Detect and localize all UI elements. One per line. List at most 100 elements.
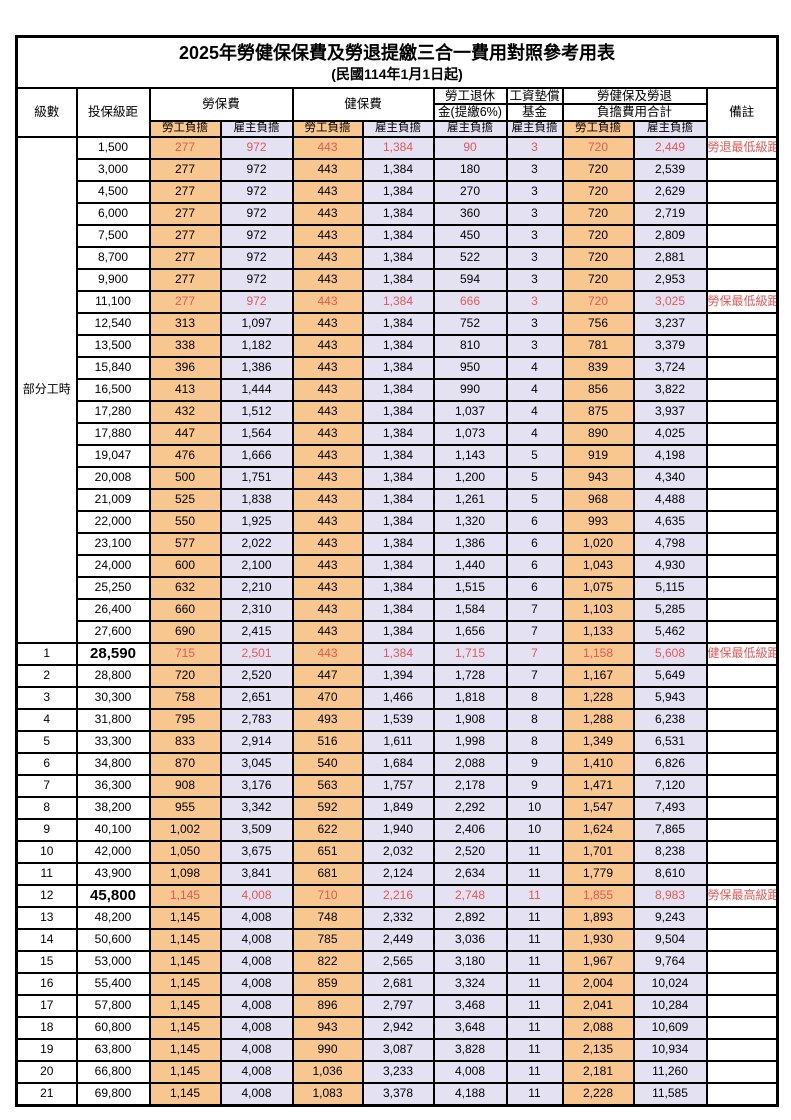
cell-bracket: 20,008 [75, 465, 151, 490]
table-row: 17,880 447 1,564 443 1,384 1,073 4 890 4,025 [17, 421, 779, 446]
cell-total-employee: 943 [561, 465, 635, 490]
cell-labor-employee: 277 [148, 267, 222, 292]
cell-wage-fund-employer: 7 [505, 619, 564, 644]
cell-bracket: 40,100 [75, 817, 151, 842]
cell-remark [705, 707, 779, 732]
cell-remark [705, 905, 779, 930]
cell-wage-fund-employer: 4 [505, 399, 564, 424]
cell-remark [705, 1081, 779, 1107]
cell-level: 1 [15, 641, 78, 666]
cell-pension-employer: 810 [432, 333, 508, 358]
cell-health-employee: 443 [291, 575, 364, 600]
cell-wage-fund-employer: 11 [505, 905, 564, 930]
cell-pension-employer: 950 [432, 355, 508, 380]
cell-wage-fund-employer: 3 [505, 245, 564, 270]
cell-health-employer: 1,384 [361, 553, 435, 578]
cell-labor-employee: 833 [148, 729, 222, 754]
cell-labor-employer: 4,008 [219, 927, 294, 952]
cell-labor-employee: 577 [148, 531, 222, 556]
cell-labor-employer: 4,008 [219, 905, 294, 930]
cell-level: 11 [15, 861, 78, 886]
cell-labor-employer: 972 [219, 201, 294, 226]
cell-labor-employer: 2,210 [219, 575, 294, 600]
cell-health-employee: 859 [291, 971, 364, 996]
cell-pension-employer: 1,143 [432, 443, 508, 468]
cell-total-employer: 4,340 [632, 465, 708, 490]
table-row: 18 60,800 1,145 4,008 943 2,942 3,648 11 2,088 10… [15, 1015, 779, 1040]
cell-remark [705, 509, 779, 534]
cell-total-employee: 1,410 [561, 751, 635, 776]
cell-pension-employer: 4,008 [432, 1059, 508, 1084]
table-row: 19,047 476 1,666 443 1,384 1,143 5 919 4,198 [17, 443, 779, 468]
cell-labor-employer: 1,182 [219, 333, 294, 358]
cell-level: 16 [15, 971, 78, 996]
cell-health-employer: 1,384 [361, 509, 435, 534]
cell-bracket: 15,840 [75, 355, 151, 380]
cell-labor-employer: 4,008 [219, 1037, 294, 1062]
cell-labor-employer: 972 [219, 289, 294, 314]
cell-remark: 勞保最低級距 [705, 289, 779, 314]
cell-wage-fund-employer: 6 [505, 531, 564, 556]
table-row: 9,900 277 972 443 1,384 594 3 720 2,953 [17, 267, 779, 292]
subheader-total-employee: 勞工負擔 [561, 119, 635, 138]
cell-pension-employer: 522 [432, 245, 508, 270]
cell-health-employer: 1,940 [361, 817, 435, 842]
cell-remark [705, 839, 779, 864]
cell-remark [705, 729, 779, 754]
cell-bracket: 11,100 [75, 289, 151, 314]
cell-labor-employee: 525 [148, 487, 222, 512]
cell-total-employee: 1,158 [561, 641, 635, 666]
cell-health-employee: 1,083 [291, 1081, 364, 1107]
table-row: 8,700 277 972 443 1,384 522 3 720 2,881 [17, 245, 779, 270]
cell-level: 14 [15, 927, 78, 952]
cell-labor-employer: 972 [219, 135, 294, 160]
cell-pension-employer: 594 [432, 267, 508, 292]
table-row: 17,280 432 1,512 443 1,384 1,037 4 875 3,937 [17, 399, 779, 424]
cell-pension-employer: 1,515 [432, 575, 508, 600]
cell-pension-employer: 4,188 [432, 1081, 508, 1107]
cell-health-employer: 1,384 [361, 399, 435, 424]
cell-pension-employer: 2,748 [432, 883, 508, 908]
cell-remark [705, 1037, 779, 1062]
fee-reference-table: 2025年勞健保保費及勞退提繳三合一費用對照參考用表 (民國114年1月1日起)… [15, 35, 780, 1107]
cell-total-employer: 2,809 [632, 223, 708, 248]
table-row: 4 31,800 795 2,783 493 1,539 1,908 8 1,288 6,238 [15, 707, 779, 732]
cell-wage-fund-employer: 11 [505, 949, 564, 974]
cell-labor-employer: 3,509 [219, 817, 294, 842]
cell-health-employee: 443 [291, 201, 364, 226]
cell-remark [705, 597, 779, 622]
cell-remark [705, 1059, 779, 1084]
cell-total-employer: 4,635 [632, 509, 708, 534]
cell-labor-employer: 2,501 [219, 641, 294, 666]
cell-wage-fund-employer: 8 [505, 707, 564, 732]
cell-bracket: 12,540 [75, 311, 151, 336]
cell-total-employee: 875 [561, 399, 635, 424]
cell-health-employer: 1,384 [361, 135, 435, 160]
cell-labor-employer: 2,914 [219, 729, 294, 754]
cell-bracket: 60,800 [75, 1015, 151, 1040]
cell-level: 19 [15, 1037, 78, 1062]
table-row: 24,000 600 2,100 443 1,384 1,440 6 1,043 4,930 [17, 553, 779, 578]
cell-total-employee: 720 [561, 135, 635, 160]
cell-health-employer: 2,681 [361, 971, 435, 996]
table-row: 6,000 277 972 443 1,384 360 3 720 2,719 [17, 201, 779, 226]
cell-bracket: 30,300 [75, 685, 151, 710]
cell-total-employer: 2,719 [632, 201, 708, 226]
cell-labor-employee: 500 [148, 465, 222, 490]
cell-labor-employee: 1,098 [148, 861, 222, 886]
cell-health-employer: 2,332 [361, 905, 435, 930]
cell-bracket: 17,280 [75, 399, 151, 424]
cell-remark [705, 377, 779, 402]
cell-total-employee: 839 [561, 355, 635, 380]
cell-labor-employer: 3,841 [219, 861, 294, 886]
cell-labor-employee: 277 [148, 245, 222, 270]
cell-pension-employer: 1,908 [432, 707, 508, 732]
cell-wage-fund-employer: 11 [505, 1015, 564, 1040]
cell-health-employer: 1,394 [361, 663, 435, 688]
cell-remark [705, 333, 779, 358]
cell-wage-fund-employer: 4 [505, 377, 564, 402]
cell-remark [705, 487, 779, 512]
cell-health-employee: 470 [291, 685, 364, 710]
page-subtitle: (民國114年1月1日起) [331, 65, 463, 82]
cell-health-employer: 1,466 [361, 685, 435, 710]
